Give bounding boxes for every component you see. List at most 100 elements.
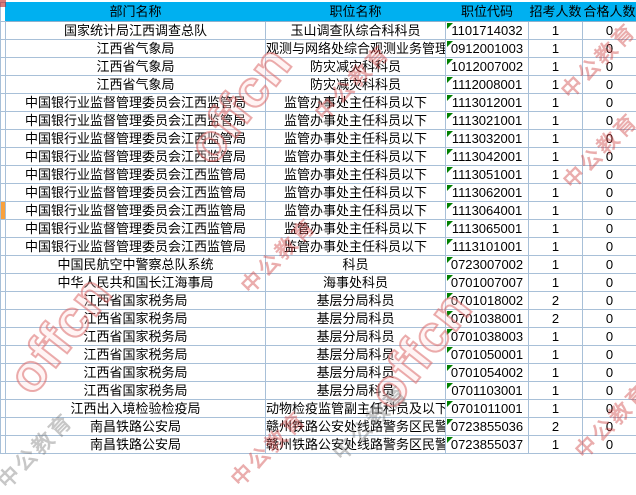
code-cell[interactable]: 0723855036 [446, 418, 529, 436]
position-cell[interactable]: 监管办事处主任科员以下 [266, 148, 446, 166]
dept-cell[interactable]: 南昌铁路公安局 [6, 418, 266, 436]
header-dept[interactable]: 部门名称 [6, 3, 266, 22]
dept-cell[interactable]: 中国银行业监督管理委员会江西监管局 [6, 184, 266, 202]
qualified-count-cell[interactable]: 0 [583, 310, 636, 328]
recruit-count-cell[interactable]: 1 [529, 238, 583, 256]
recruit-count-cell[interactable]: 1 [529, 436, 583, 454]
position-cell[interactable]: 监管办事处主任科员以下 [266, 220, 446, 238]
header-code[interactable]: 职位代码 [446, 3, 529, 22]
position-cell[interactable]: 基层分局科员 [266, 346, 446, 364]
code-cell[interactable]: 1112008001 [446, 76, 529, 94]
recruit-count-cell[interactable]: 1 [529, 220, 583, 238]
code-cell[interactable]: 1113051001 [446, 166, 529, 184]
recruit-count-cell[interactable]: 1 [529, 40, 583, 58]
code-cell[interactable]: 1113021001 [446, 112, 529, 130]
code-cell[interactable]: 0723855037 [446, 436, 529, 454]
qualified-count-cell[interactable]: 0 [583, 256, 636, 274]
position-cell[interactable]: 海事处科员 [266, 274, 446, 292]
qualified-count-cell[interactable]: 0 [583, 364, 636, 382]
code-cell[interactable]: 1113101001 [446, 238, 529, 256]
code-cell[interactable]: 0701011001 [446, 400, 529, 418]
code-cell[interactable]: 1101714032 [446, 22, 529, 40]
recruit-count-cell[interactable]: 1 [529, 76, 583, 94]
code-cell[interactable]: 0701050001 [446, 346, 529, 364]
recruit-count-cell[interactable]: 2 [529, 292, 583, 310]
dept-cell[interactable]: 江西省国家税务局 [6, 364, 266, 382]
qualified-count-cell[interactable]: 0 [583, 22, 636, 40]
dept-cell[interactable]: 南昌铁路公安局 [6, 436, 266, 454]
recruit-count-cell[interactable]: 1 [529, 22, 583, 40]
position-cell[interactable]: 基层分局科员 [266, 328, 446, 346]
qualified-count-cell[interactable]: 0 [583, 112, 636, 130]
code-cell[interactable]: 0701054002 [446, 364, 529, 382]
qualified-count-cell[interactable]: 0 [583, 184, 636, 202]
recruit-count-cell[interactable]: 1 [529, 58, 583, 76]
qualified-count-cell[interactable]: 0 [583, 400, 636, 418]
dept-cell[interactable]: 江西省气象局 [6, 40, 266, 58]
qualified-count-cell[interactable]: 0 [583, 130, 636, 148]
recruit-count-cell[interactable]: 1 [529, 184, 583, 202]
dept-cell[interactable]: 江西省国家税务局 [6, 328, 266, 346]
dept-cell[interactable]: 中国银行业监督管理委员会江西监管局 [6, 166, 266, 184]
dept-cell[interactable]: 中国银行业监督管理委员会江西监管局 [6, 238, 266, 256]
code-cell[interactable]: 1113062001 [446, 184, 529, 202]
code-cell[interactable]: 1113065001 [446, 220, 529, 238]
position-cell[interactable]: 科员 [266, 256, 446, 274]
dept-cell[interactable]: 江西省国家税务局 [6, 382, 266, 400]
recruit-count-cell[interactable]: 1 [529, 130, 583, 148]
recruit-count-cell[interactable]: 1 [529, 274, 583, 292]
dept-cell[interactable]: 江西省气象局 [6, 76, 266, 94]
dept-cell[interactable]: 中国银行业监督管理委员会江西监管局 [6, 148, 266, 166]
position-cell[interactable]: 监管办事处主任科员以下 [266, 112, 446, 130]
qualified-count-cell[interactable]: 0 [583, 328, 636, 346]
qualified-count-cell[interactable]: 0 [583, 436, 636, 454]
position-cell[interactable]: 监管办事处主任科员以下 [266, 184, 446, 202]
header-position[interactable]: 职位名称 [266, 3, 446, 22]
qualified-count-cell[interactable]: 0 [583, 418, 636, 436]
header-recruit-count[interactable]: 招考人数 [529, 3, 583, 22]
position-cell[interactable]: 防灾减灾科科员 [266, 58, 446, 76]
qualified-count-cell[interactable]: 0 [583, 274, 636, 292]
dept-cell[interactable]: 中华人民共和国长江海事局 [6, 274, 266, 292]
code-cell[interactable]: 1113012001 [446, 94, 529, 112]
code-cell[interactable]: 0723007002 [446, 256, 529, 274]
code-cell[interactable]: 1012007002 [446, 58, 529, 76]
recruit-count-cell[interactable]: 1 [529, 166, 583, 184]
dept-cell[interactable]: 江西省国家税务局 [6, 310, 266, 328]
code-cell[interactable]: 0701007007 [446, 274, 529, 292]
recruit-count-cell[interactable]: 1 [529, 382, 583, 400]
recruit-count-cell[interactable]: 1 [529, 364, 583, 382]
recruit-count-cell[interactable]: 1 [529, 148, 583, 166]
code-cell[interactable]: 0701018002 [446, 292, 529, 310]
recruit-count-cell[interactable]: 1 [529, 346, 583, 364]
qualified-count-cell[interactable]: 0 [583, 166, 636, 184]
position-cell[interactable]: 动物检疫监管副主任科员及以下 [266, 400, 446, 418]
dept-cell[interactable]: 中国银行业监督管理委员会江西监管局 [6, 130, 266, 148]
recruit-count-cell[interactable]: 1 [529, 328, 583, 346]
position-cell[interactable]: 监管办事处主任科员以下 [266, 238, 446, 256]
qualified-count-cell[interactable]: 0 [583, 382, 636, 400]
position-cell[interactable]: 玉山调查队综合科科员 [266, 22, 446, 40]
recruit-count-cell[interactable]: 1 [529, 112, 583, 130]
dept-cell[interactable]: 中国银行业监督管理委员会江西监管局 [6, 94, 266, 112]
recruit-count-cell[interactable]: 1 [529, 400, 583, 418]
dept-cell[interactable]: 国家统计局江西调查总队 [6, 22, 266, 40]
dept-cell[interactable]: 江西省气象局 [6, 58, 266, 76]
code-cell[interactable]: 0701038003 [446, 328, 529, 346]
position-cell[interactable]: 基层分局科员 [266, 310, 446, 328]
qualified-count-cell[interactable]: 0 [583, 238, 636, 256]
code-cell[interactable]: 0701038001 [446, 310, 529, 328]
dept-cell[interactable]: 中国民航空中警察总队系统 [6, 256, 266, 274]
dept-cell[interactable]: 江西出入境检验检疫局 [6, 400, 266, 418]
qualified-count-cell[interactable]: 0 [583, 148, 636, 166]
position-cell[interactable]: 监管办事处主任科员以下 [266, 202, 446, 220]
position-cell[interactable]: 赣州铁路公安处线路警务区民警 [266, 436, 446, 454]
qualified-count-cell[interactable]: 0 [583, 76, 636, 94]
qualified-count-cell[interactable]: 0 [583, 346, 636, 364]
header-qualified-count[interactable]: 合格人数 [583, 3, 636, 22]
position-cell[interactable]: 监管办事处主任科员以下 [266, 130, 446, 148]
qualified-count-cell[interactable]: 0 [583, 292, 636, 310]
recruit-count-cell[interactable]: 1 [529, 202, 583, 220]
qualified-count-cell[interactable]: 0 [583, 58, 636, 76]
qualified-count-cell[interactable]: 0 [583, 202, 636, 220]
